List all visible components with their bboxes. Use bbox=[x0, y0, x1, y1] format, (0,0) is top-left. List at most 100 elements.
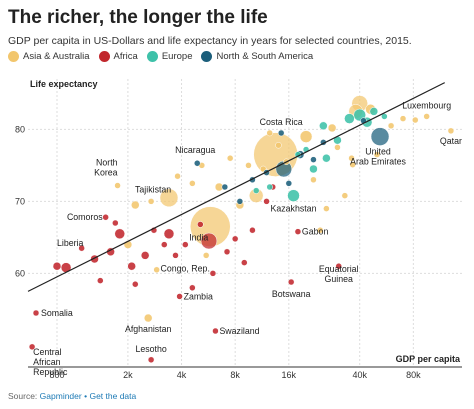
data-point bbox=[143, 313, 153, 323]
get-data-link[interactable]: Get the data bbox=[89, 391, 137, 401]
point-label: Zambia bbox=[184, 291, 213, 301]
legend-swatch-asia bbox=[8, 51, 19, 62]
data-point bbox=[132, 280, 139, 288]
chart-subtitle: GDP per capita in US-Dollars and life ex… bbox=[8, 35, 412, 47]
x-tick-label: 40k bbox=[352, 370, 367, 380]
y-tick-label: 70 bbox=[15, 196, 25, 206]
x-tick-label: 2k bbox=[123, 370, 133, 380]
data-point bbox=[334, 144, 341, 151]
y-axis-title: Life expectancy bbox=[30, 79, 98, 89]
point-label: Somalia bbox=[41, 308, 73, 318]
point-label: Costa Rica bbox=[260, 117, 303, 127]
data-point bbox=[140, 251, 150, 260]
legend-swatch-europe bbox=[146, 51, 158, 62]
data-point bbox=[209, 270, 217, 277]
data-point bbox=[373, 151, 381, 158]
data-point bbox=[266, 183, 273, 191]
data-point bbox=[147, 198, 155, 205]
x-tick-label: 16k bbox=[282, 370, 297, 380]
data-point bbox=[309, 164, 318, 174]
point-label: Equatorial Guinea bbox=[319, 264, 359, 284]
point-label: Gabon bbox=[302, 227, 329, 237]
data-point bbox=[102, 213, 109, 221]
data-point bbox=[176, 293, 183, 300]
data-point bbox=[310, 176, 317, 184]
data-point bbox=[189, 284, 196, 292]
data-point bbox=[226, 154, 234, 162]
data-point bbox=[287, 278, 295, 286]
data-point bbox=[275, 141, 282, 149]
data-point bbox=[193, 159, 201, 167]
page-title: The richer, the longer the life bbox=[8, 7, 268, 28]
data-point bbox=[322, 153, 331, 163]
data-point bbox=[285, 180, 293, 187]
data-point bbox=[423, 113, 430, 120]
data-point bbox=[319, 121, 328, 131]
legend-swatch-africa bbox=[98, 51, 110, 62]
data-point bbox=[447, 127, 455, 135]
data-point bbox=[310, 156, 317, 163]
data-point bbox=[231, 235, 239, 243]
y-tick-label: 80 bbox=[15, 124, 25, 134]
data-point bbox=[32, 309, 40, 317]
data-point bbox=[387, 122, 395, 130]
data-point bbox=[153, 266, 160, 274]
data-point bbox=[344, 113, 355, 124]
point-label: United Arab Emirates bbox=[350, 147, 406, 167]
source-note: Source: Gapminder • Get the data bbox=[8, 391, 136, 401]
x-tick-label: 4k bbox=[177, 370, 187, 380]
point-label: Botswana bbox=[272, 289, 311, 299]
data-point bbox=[189, 180, 196, 187]
source-prefix: Source: bbox=[8, 391, 38, 401]
point-label: Swaziland bbox=[219, 326, 259, 336]
legend-item-africa: Africa bbox=[98, 51, 138, 62]
legend-label-asia: Asia & Australia bbox=[23, 51, 90, 62]
data-point bbox=[287, 189, 300, 202]
data-point bbox=[241, 259, 248, 266]
point-label: Nicaragua bbox=[175, 145, 215, 155]
legend-item-europe: Europe bbox=[146, 51, 193, 62]
point-label: Tajikistan bbox=[135, 184, 171, 194]
point-label: Kazakhstan bbox=[271, 204, 317, 214]
legend-label-america: North & South America bbox=[216, 51, 314, 62]
legend-label-africa: Africa bbox=[113, 51, 138, 62]
data-point bbox=[249, 226, 256, 234]
point-label: Luxembourg bbox=[402, 100, 451, 110]
data-point bbox=[263, 198, 270, 205]
data-point bbox=[163, 228, 175, 240]
data-point bbox=[200, 232, 218, 250]
point-label: Liberia bbox=[57, 238, 84, 248]
data-point bbox=[245, 162, 252, 169]
data-point bbox=[316, 226, 324, 234]
point-label: North Korea bbox=[94, 158, 118, 178]
data-point bbox=[78, 244, 85, 252]
legend-swatch-america bbox=[201, 51, 213, 62]
data-point bbox=[114, 182, 121, 189]
source-link-gapminder[interactable]: Gapminder bbox=[39, 391, 82, 401]
x-axis-title: GDP per capita bbox=[396, 354, 461, 364]
data-point bbox=[97, 277, 104, 284]
point-label: India bbox=[189, 233, 208, 243]
data-point bbox=[161, 241, 168, 248]
data-point bbox=[369, 107, 379, 116]
data-point bbox=[159, 188, 179, 208]
data-point bbox=[277, 129, 285, 137]
data-point bbox=[131, 200, 140, 210]
x-tick-label: 800 bbox=[49, 370, 64, 380]
data-point bbox=[174, 172, 181, 180]
data-point bbox=[182, 241, 189, 248]
data-point bbox=[370, 127, 390, 146]
data-point bbox=[349, 161, 356, 168]
data-point bbox=[221, 183, 229, 191]
data-point bbox=[252, 187, 260, 194]
data-point bbox=[236, 198, 244, 205]
data-point bbox=[112, 219, 119, 227]
data-point bbox=[52, 261, 62, 271]
legend-label-europe: Europe bbox=[161, 51, 193, 62]
data-point bbox=[266, 129, 273, 137]
data-point bbox=[223, 248, 231, 256]
legend-item-asia: Asia & Australia bbox=[8, 51, 90, 62]
point-label: Congo, Rep. bbox=[161, 263, 210, 273]
data-point bbox=[335, 262, 342, 270]
